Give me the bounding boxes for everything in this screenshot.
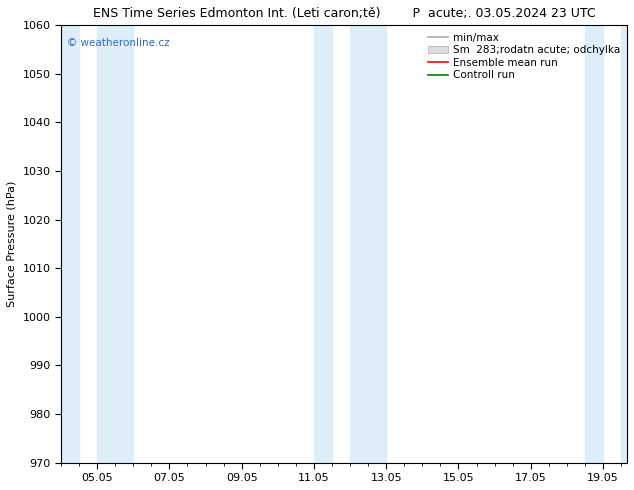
Text: © weatheronline.cz: © weatheronline.cz (67, 38, 169, 49)
Bar (314, 25, 332, 463)
Title: ENS Time Series Edmonton Int. (Leti caron;tě)        P  acute;. 03.05.2024 23 UT: ENS Time Series Edmonton Int. (Leti caro… (93, 7, 595, 20)
Bar (585, 25, 603, 463)
Bar (61, 25, 79, 463)
Bar (97, 25, 133, 463)
Bar (621, 25, 627, 463)
Y-axis label: Surface Pressure (hPa): Surface Pressure (hPa) (7, 181, 17, 307)
Bar (350, 25, 386, 463)
Legend: min/max, Sm  283;rodatn acute; odchylka, Ensemble mean run, Controll run: min/max, Sm 283;rodatn acute; odchylka, … (425, 30, 622, 82)
